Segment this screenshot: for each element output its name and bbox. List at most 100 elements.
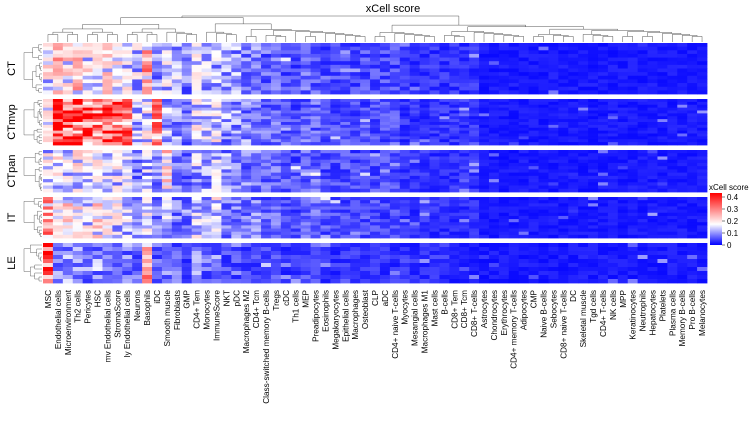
heatmap-cell	[350, 275, 361, 280]
heatmap-cell	[518, 234, 530, 239]
heatmap-cell	[667, 119, 678, 123]
heatmap-cell	[350, 86, 361, 91]
heatmap-cell	[419, 275, 430, 280]
heatmap-cell	[697, 156, 708, 161]
heatmap-cell	[132, 150, 143, 154]
heatmap-cell	[62, 139, 74, 143]
heatmap-cell	[251, 247, 262, 252]
heatmap-cell	[181, 75, 193, 80]
heatmap-cell	[181, 46, 193, 51]
heatmap-cell	[102, 275, 113, 280]
heatmap-cell	[399, 219, 411, 223]
heatmap-cell	[419, 46, 430, 51]
heatmap-cell	[389, 156, 401, 161]
heatmap-cell	[370, 124, 381, 129]
heatmap-cell	[152, 166, 163, 170]
heatmap-cell	[498, 156, 510, 161]
heatmap-cell	[419, 209, 430, 214]
heatmap-cell	[201, 53, 212, 58]
heatmap-cell	[290, 113, 302, 117]
heatmap-cell	[251, 133, 262, 137]
column-label: MSC	[44, 290, 53, 308]
heatmap-cell	[231, 188, 242, 193]
heatmap-cell	[647, 203, 658, 207]
heatmap-cell	[270, 212, 282, 217]
heatmap-cell	[350, 113, 361, 117]
heatmap-cell	[102, 259, 113, 264]
heatmap-cell	[568, 61, 579, 66]
heatmap-cell	[300, 79, 311, 84]
heatmap-cell	[637, 113, 648, 117]
heatmap-cell	[538, 46, 549, 51]
heatmap-cell	[290, 243, 302, 248]
heatmap-cell	[241, 86, 252, 91]
heatmap-cell	[132, 53, 143, 58]
heatmap-cell	[241, 53, 252, 58]
heatmap-cell	[370, 153, 381, 157]
heatmap-cell	[241, 228, 252, 233]
heatmap-cell	[469, 119, 480, 123]
heatmap-cell	[241, 101, 252, 106]
heatmap-cell	[82, 107, 93, 111]
column-label: Skeletal muscle	[579, 290, 588, 348]
heatmap-cell	[459, 119, 470, 123]
heatmap-cell	[181, 251, 193, 256]
heatmap-cell	[370, 203, 381, 207]
heatmap-cell	[171, 255, 183, 260]
heatmap-cell	[201, 139, 212, 143]
heatmap-cell	[449, 203, 460, 207]
heatmap-cell	[161, 57, 173, 62]
heatmap-cell	[72, 279, 84, 284]
heatmap-cell	[488, 275, 500, 280]
heatmap-cell	[548, 225, 559, 229]
heatmap-cell	[132, 197, 143, 201]
heatmap-cell	[578, 243, 589, 248]
heatmap-cell	[62, 50, 74, 55]
heatmap-cell	[627, 110, 639, 114]
heatmap-cell	[330, 209, 341, 214]
heatmap-cell	[429, 275, 440, 280]
heatmap-cell	[132, 225, 143, 229]
heatmap-cell	[389, 75, 401, 80]
heatmap-cell	[261, 101, 272, 106]
heatmap-cell	[152, 90, 163, 95]
heatmap-cell	[171, 57, 183, 62]
heatmap-cell	[667, 275, 678, 280]
heatmap-cell	[201, 83, 212, 88]
heatmap-cell	[588, 255, 599, 260]
heatmap-cell	[449, 215, 460, 220]
heatmap-cell	[152, 159, 163, 164]
heatmap-cell	[607, 263, 619, 268]
heatmap-cell	[677, 215, 688, 220]
heatmap-cell	[280, 101, 292, 106]
heatmap-cell	[488, 99, 500, 103]
heatmap-cell	[518, 83, 530, 88]
heatmap-cell	[82, 124, 93, 129]
heatmap-cell	[330, 156, 341, 161]
heatmap-cell	[518, 61, 530, 66]
heatmap-cell	[697, 75, 708, 80]
heatmap-cell	[439, 247, 450, 252]
heatmap-cell	[82, 133, 93, 137]
heatmap-cell	[389, 188, 401, 193]
heatmap-cell	[607, 43, 619, 48]
heatmap-cell	[280, 130, 292, 134]
heatmap-cell	[261, 188, 272, 193]
heatmap-cell	[677, 79, 688, 84]
heatmap-cell	[548, 182, 559, 186]
heatmap-cell	[112, 255, 123, 260]
heatmap-cell	[449, 175, 460, 180]
heatmap-cell	[597, 206, 609, 211]
heatmap-cell	[171, 215, 183, 220]
heatmap-cell	[488, 57, 500, 62]
heatmap-cell	[389, 185, 401, 190]
heatmap-cell	[350, 251, 361, 256]
heatmap-cell	[43, 122, 54, 126]
heatmap-cell	[558, 200, 569, 204]
heatmap-cell	[161, 234, 173, 239]
heatmap-cell	[687, 72, 698, 77]
heatmap-cell	[161, 231, 173, 236]
heatmap-cell	[251, 79, 262, 84]
heatmap-cell	[429, 79, 440, 84]
heatmap-cell	[538, 175, 549, 180]
